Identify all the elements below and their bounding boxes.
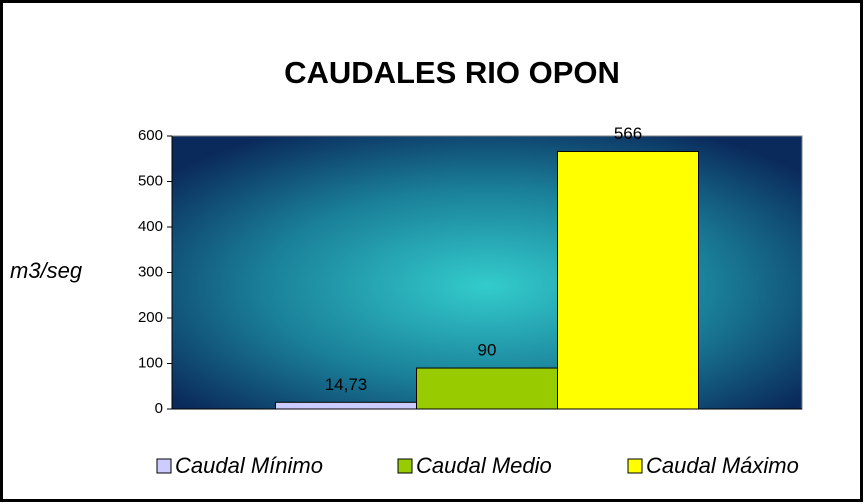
bar [557, 150, 699, 410]
data-label: 90 [478, 341, 497, 360]
y-tick-label: 400 [138, 218, 163, 235]
y-tick-label: 500 [138, 172, 163, 189]
legend-marker [627, 458, 643, 474]
legend-label: Caudal Medio [416, 453, 552, 478]
legend-label: Caudal Mínimo [175, 453, 323, 478]
data-label: 566 [614, 124, 642, 143]
y-tick-label: 100 [138, 354, 163, 371]
bar [275, 401, 417, 410]
y-axis-label: m3/seg [10, 258, 83, 283]
legend-marker [156, 458, 172, 474]
bar [416, 367, 558, 410]
y-tick-label: 600 [138, 127, 163, 144]
chart-title: CAUDALES RIO OPON [284, 55, 620, 90]
y-tick-label: 200 [138, 309, 163, 326]
y-tick-label: 300 [138, 263, 163, 280]
y-tick-label: 0 [155, 400, 163, 417]
legend-label: Caudal Máximo [646, 453, 799, 478]
data-label: 14,73 [325, 375, 368, 394]
legend-marker [397, 458, 413, 474]
